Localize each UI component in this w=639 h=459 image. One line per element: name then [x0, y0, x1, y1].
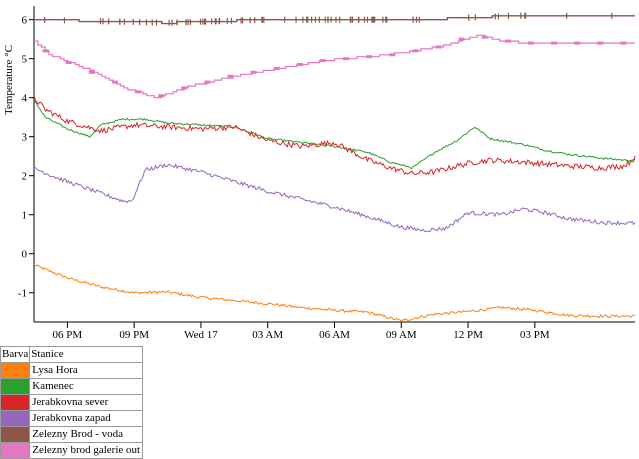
- y-axis-label: Temperature °C: [3, 45, 15, 115]
- series-lysa-hora: [33, 263, 636, 323]
- x-tick-label: 09 PM: [119, 329, 149, 341]
- x-tick-label: 09 AM: [386, 329, 417, 341]
- x-tick-label: 03 PM: [520, 329, 550, 341]
- legend-label: Jerabkovna sever: [29, 394, 144, 411]
- legend-swatch: [0, 426, 31, 443]
- x-tick-label: Wed 17: [184, 329, 218, 341]
- legend-row-lysa-hora: Lysa Hora: [0, 362, 144, 379]
- series-kamenec: [33, 98, 636, 170]
- series-jerabkovna-sever: [33, 95, 636, 176]
- y-tick-label: 6: [22, 15, 28, 27]
- legend-label: Lysa Hora: [29, 362, 144, 379]
- series-line: [33, 163, 636, 233]
- legend-row-zelezny-brod-galerie-out: Zelezny brod galerie out: [0, 442, 144, 459]
- plot-lines: [33, 12, 636, 323]
- x-tick-label: 12 PM: [453, 329, 483, 341]
- series-zelezny-brod-galerie-out: [34, 34, 635, 99]
- legend-label: Kamenec: [29, 378, 144, 395]
- legend-header-station: Stanice: [29, 346, 144, 363]
- series-line: [34, 34, 635, 99]
- x-axis: 06 PM 09 PM Wed 17 03 AM 06 AM 09 AM 12 PM 03 P…: [34, 321, 635, 341]
- legend-swatch: [0, 442, 31, 459]
- series-jerabkovna-zapad: [33, 163, 636, 233]
- y-tick-label: -1: [18, 288, 27, 300]
- legend-row-jerabkovna-sever: Jerabkovna sever: [0, 394, 144, 411]
- legend-label: Jerabkovna zapad: [29, 410, 144, 427]
- legend-label: Zelezny Brod - voda: [29, 426, 144, 443]
- y-tick-label: 0: [22, 249, 28, 261]
- x-tick-label: 06 AM: [319, 329, 350, 341]
- y-tick-label: 1: [22, 210, 28, 222]
- legend-swatch: [0, 410, 31, 427]
- series-line: [33, 263, 636, 323]
- legend-swatch: [0, 378, 31, 395]
- legend-row-jerabkovna-zapad: Jerabkovna zapad: [0, 410, 144, 427]
- legend-row-zelezny-brod-voda: Zelezny Brod - voda: [0, 426, 144, 443]
- legend-swatch: [0, 394, 31, 411]
- y-axis: -1 0 1 2 3 4 5 6: [18, 6, 35, 322]
- y-tick-label: 2: [22, 171, 28, 183]
- legend-table: Barva Stanice Lysa Hora Kamenec Jerabkov…: [0, 346, 144, 459]
- series-zelezny-brod-voda: [34, 12, 635, 26]
- x-tick-label: 03 AM: [252, 329, 283, 341]
- series-line: [33, 98, 636, 170]
- legend-swatch: [0, 362, 31, 379]
- legend-header-color: Barva: [0, 346, 31, 363]
- legend-header-row: Barva Stanice: [0, 346, 144, 363]
- y-tick-label: 5: [22, 54, 28, 66]
- series-line: [33, 95, 636, 176]
- legend-row-kamenec: Kamenec: [0, 378, 144, 395]
- x-tick-label: 06 PM: [53, 329, 83, 341]
- legend-label: Zelezny brod galerie out: [29, 442, 144, 459]
- y-tick-label: 3: [22, 132, 28, 144]
- y-tick-label: 4: [22, 93, 28, 105]
